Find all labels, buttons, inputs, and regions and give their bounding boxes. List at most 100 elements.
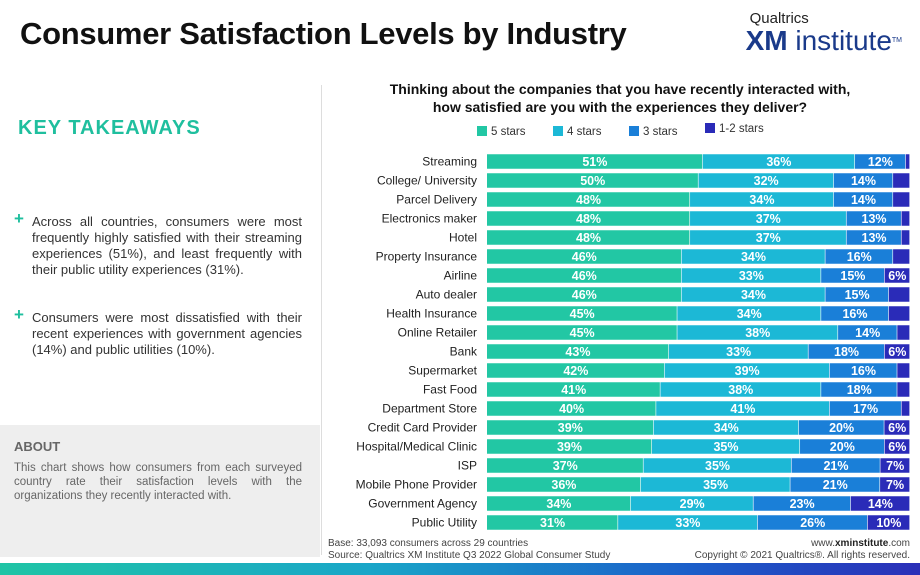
data-label: 16% [847,250,872,264]
data-label: 48% [576,212,601,226]
bar-segment-1-2-stars [880,477,910,492]
bottom-gradient-bar [0,563,920,575]
data-label: 32% [754,174,779,188]
bar-segment-5-stars [487,230,690,245]
data-label: 14% [851,193,876,207]
category-label: Airline [444,269,478,283]
bar-segment-1-2-stars [901,401,910,416]
category-label: Credit Card Provider [368,421,477,435]
bar-segment-4-stars [664,363,830,378]
bar-segment-3-stars [791,458,880,473]
data-label: 33% [675,516,700,530]
footer-source: Base: 33,093 consumers across 29 countri… [328,538,610,562]
category-label: Bank [450,345,478,359]
category-label: Auto dealer [416,288,477,302]
bar-segment-5-stars [487,325,677,340]
data-label: 36% [551,478,576,492]
data-label: 16% [842,307,867,321]
data-label: 15% [845,288,870,302]
bar-segment-5-stars [487,249,681,264]
takeaway-1-text: Across all countries, consumers were mos… [32,214,302,277]
data-label: 33% [726,345,751,359]
takeaway-2: + Consumers were most dissatisfied with … [14,306,302,358]
category-label: Department Store [382,402,477,416]
data-label: 51% [582,155,607,169]
logo-xm-text: XM [745,25,788,56]
bar-segment-3-stars [753,496,851,511]
data-label: 34% [546,497,571,511]
data-label: 46% [572,250,597,264]
vertical-divider [321,85,322,555]
takeaway-1: + Across all countries, consumers were m… [14,210,302,278]
data-label: 35% [713,440,738,454]
category-label: Electronics maker [382,212,477,226]
page-title: Consumer Satisfaction Levels by Industry [20,16,627,51]
bar-segment-5-stars [487,211,690,226]
data-label: 18% [834,345,859,359]
bar-segment-4-stars [681,287,825,302]
bar-segment-4-stars [702,154,855,169]
category-label: Supermarket [408,364,477,378]
logo-institute-text: institute [787,25,892,56]
bar-segment-5-stars [487,439,652,454]
logo-qualtrics-text: Qualtrics [749,10,809,27]
bar-segment-1-2-stars [905,154,910,169]
legend-swatch [477,126,487,136]
bar-segment-3-stars [825,249,893,264]
bar-segment-3-stars [855,154,906,169]
data-label: 33% [739,269,764,283]
footer-base: Base: 33,093 consumers across 29 countri… [328,538,529,549]
data-label: 40% [559,402,584,416]
data-label: 46% [572,288,597,302]
data-label: 16% [851,364,876,378]
chart-title-line-1: Thinking about the companies that you ha… [389,81,851,97]
data-label: 20% [829,421,854,435]
about-panel: ABOUT This chart shows how consumers fro… [0,425,320,557]
data-label: 41% [561,383,586,397]
legend-swatch [629,126,639,136]
category-label: Parcel Delivery [396,193,477,207]
bar-segment-4-stars [681,268,821,283]
legend-swatch [553,126,563,136]
category-label: Hospital/Medical Clinic [356,440,477,454]
bar-segment-5-stars [487,363,665,378]
bar-segment-3-stars [846,211,901,226]
logo-tm: TM [891,37,902,44]
bar-segment-3-stars [829,363,897,378]
bar-segment-4-stars [698,173,834,188]
legend-1-2-stars: 1-2 stars [705,123,764,135]
data-label: 37% [756,231,781,245]
data-label: 48% [576,231,601,245]
data-label: 45% [570,326,595,340]
bar-segment-5-stars [487,382,660,397]
bar-segment-5-stars [487,173,698,188]
legend-label: 5 stars [491,126,526,138]
data-label: 34% [741,288,766,302]
data-label: 41% [730,402,755,416]
data-label: 6% [888,440,906,454]
legend-5-stars: 5 stars [477,126,526,138]
bar-segment-1-2-stars [850,496,910,511]
category-label: Online Retailer [398,326,477,340]
bar-segment-5-stars [487,401,656,416]
bar-segment-1-2-stars [897,325,910,340]
data-label: 21% [823,459,848,473]
data-label: 34% [749,193,774,207]
bar-segment-5-stars [487,515,618,530]
bar-segment-1-2-stars [901,230,910,245]
bar-segment-4-stars [681,249,825,264]
data-label: 42% [563,364,588,378]
bar-segment-3-stars [821,306,889,321]
data-label: 6% [888,421,906,435]
data-label: 39% [735,364,760,378]
bar-segment-3-stars [808,344,885,359]
data-label: 13% [862,212,887,226]
legend-3-stars: 3 stars [629,126,678,138]
data-label: 39% [557,440,582,454]
bar-segment-5-stars [487,268,681,283]
data-label: 37% [756,212,781,226]
data-label: 21% [823,478,848,492]
bar-segment-1-2-stars [884,420,910,435]
data-label: 48% [576,193,601,207]
about-text: This chart shows how consumers from each… [14,462,302,502]
